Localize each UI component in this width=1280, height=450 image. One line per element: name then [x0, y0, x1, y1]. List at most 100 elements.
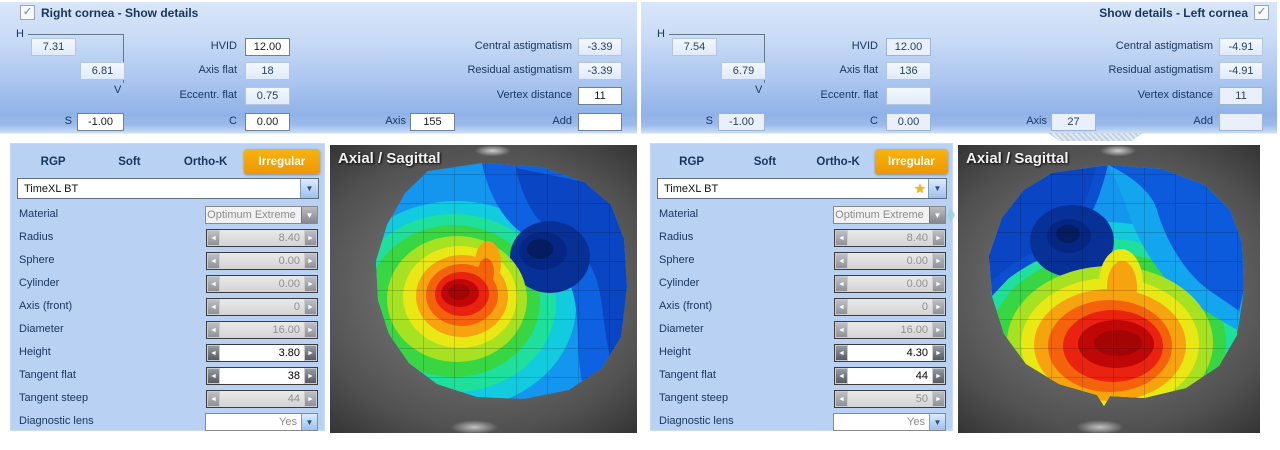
tab-irregular[interactable]: Irregular — [243, 149, 320, 174]
spin-left-icon: ◄ — [835, 253, 848, 269]
diagnostic-lens-dropdown[interactable]: Yes ▼ — [833, 413, 946, 431]
tangent-flat-stepper[interactable]: ◄ 38 ► — [206, 367, 318, 385]
vertex-distance-field[interactable]: 11 — [578, 87, 622, 105]
axis-label: Axis — [385, 115, 406, 127]
diagnostic-lens-label: Diagnostic lens — [659, 415, 734, 427]
spin-right-icon: ► — [304, 276, 317, 292]
eccentr-flat-label: Eccentr. flat — [820, 89, 878, 101]
spin-right-icon[interactable]: ► — [932, 345, 945, 361]
chevron-down-icon[interactable]: ▼ — [929, 414, 945, 430]
sphere-refraction-field[interactable]: -1.00 — [77, 113, 124, 131]
right-cornea-header-label: Right cornea - Show details — [41, 5, 199, 20]
check-icon: ✓ — [1256, 6, 1267, 18]
tab-irregular[interactable]: Irregular — [874, 149, 948, 174]
chevron-down-icon: ▼ — [301, 207, 317, 223]
add-field[interactable] — [578, 113, 622, 131]
show-details-checkbox[interactable]: ✓ — [1254, 5, 1269, 20]
spin-right-icon[interactable]: ► — [304, 368, 317, 384]
tab-rgp[interactable]: RGP — [40, 155, 66, 168]
diameter-stepper: ◄ 16.00 ► — [206, 321, 318, 339]
favorite-star-icon[interactable]: ★ — [914, 180, 926, 196]
height-stepper[interactable]: ◄ 4.30 ► — [834, 344, 946, 362]
cylinder-label: Cylinder — [19, 277, 60, 289]
lens-model-select[interactable]: TimeXL BT ★ ▼ — [657, 178, 947, 199]
s-label: S — [705, 115, 713, 127]
tab-soft[interactable]: Soft — [753, 155, 777, 168]
s-label: S — [64, 115, 72, 127]
eccentr-flat-field — [886, 87, 931, 105]
add-field[interactable] — [1219, 113, 1263, 131]
tangent-flat-stepper[interactable]: ◄ 44 ► — [834, 367, 946, 385]
material-value: Optimum Extreme — [834, 207, 929, 223]
axis-front-stepper: ◄ 0 ► — [834, 298, 946, 316]
v-label: V — [114, 84, 122, 96]
vertex-distance-field[interactable]: 11 — [1219, 87, 1263, 105]
hvid-label: HVID — [210, 40, 237, 52]
right-lens-panel: RGP Soft Ortho-K Irregular TimeXL BT ▼ M… — [10, 143, 325, 431]
spin-left-icon[interactable]: ◄ — [207, 345, 220, 361]
v-radius-field: 6.79 — [721, 62, 766, 80]
height-value[interactable]: 3.80 — [220, 345, 304, 361]
axis-refraction-field[interactable]: 155 — [410, 113, 455, 131]
left-eye-topography-map: Axial / Sagittal — [958, 145, 1260, 433]
hvid-field[interactable]: 12.00 — [245, 38, 290, 56]
sphere-refraction-field[interactable]: -1.00 — [718, 113, 765, 131]
diameter-value: 16.00 — [220, 322, 304, 338]
spin-left-icon: ◄ — [835, 276, 848, 292]
radius-value: 8.40 — [220, 230, 304, 246]
spin-right-icon: ► — [932, 253, 945, 269]
spin-right-icon[interactable]: ► — [304, 345, 317, 361]
check-icon: ✓ — [22, 6, 33, 18]
c-label: C — [870, 115, 878, 127]
add-label: Add — [1193, 115, 1213, 127]
tangent-flat-label: Tangent flat — [19, 369, 76, 381]
show-details-checkbox[interactable]: ✓ — [20, 5, 35, 20]
material-label: Material — [19, 208, 59, 220]
radius-stepper: ◄ 8.40 ► — [206, 229, 318, 247]
diagnostic-lens-dropdown[interactable]: Yes ▼ — [205, 413, 318, 431]
cylinder-refraction-field[interactable]: 0.00 — [245, 113, 290, 131]
axis-front-value: 0 — [848, 299, 932, 315]
radius-label: Radius — [659, 231, 694, 243]
axis-front-value: 0 — [220, 299, 304, 315]
axis-refraction-field[interactable]: 27 — [1051, 113, 1096, 131]
cylinder-value: 0.00 — [848, 276, 932, 292]
spin-left-icon: ◄ — [207, 253, 220, 269]
axis-front-label: Axis (front) — [19, 300, 73, 312]
splitter-grip-diamond[interactable] — [947, 208, 955, 222]
hvid-field[interactable]: 12.00 — [886, 38, 931, 56]
topography-heatmap — [989, 165, 1244, 406]
height-stepper[interactable]: ◄ 3.80 ► — [206, 344, 318, 362]
tab-soft[interactable]: Soft — [118, 155, 141, 168]
lens-model-select[interactable]: TimeXL BT ▼ — [17, 178, 319, 199]
spin-left-icon: ◄ — [207, 230, 220, 246]
tab-ortho-k[interactable]: Ortho-K — [183, 155, 228, 168]
chevron-down-icon[interactable]: ▼ — [928, 179, 946, 198]
spin-left-icon: ◄ — [207, 322, 220, 338]
v-label: V — [755, 84, 763, 96]
tangent-flat-value[interactable]: 38 — [220, 368, 304, 384]
spin-left-icon[interactable]: ◄ — [835, 345, 848, 361]
tab-rgp[interactable]: RGP — [679, 155, 705, 168]
chevron-down-icon[interactable]: ▼ — [300, 179, 318, 198]
hv-bracket-vline — [123, 34, 124, 83]
chevron-down-icon[interactable]: ▼ — [301, 414, 317, 430]
right-eye-topography-map: Axial / Sagittal — [330, 145, 637, 433]
tab-ortho-k[interactable]: Ortho-K — [816, 155, 860, 168]
tangent-flat-value[interactable]: 44 — [848, 368, 932, 384]
h-radius-field: 7.31 — [31, 38, 76, 56]
splitter-grip-horizontal[interactable] — [1048, 133, 1143, 141]
spin-left-icon[interactable]: ◄ — [207, 368, 220, 384]
spin-right-icon: ► — [932, 391, 945, 407]
height-value[interactable]: 4.30 — [848, 345, 932, 361]
h-label: H — [16, 28, 24, 40]
spin-left-icon[interactable]: ◄ — [835, 368, 848, 384]
central-astigmatism-field: -4.91 — [1219, 38, 1263, 56]
tangent-steep-stepper: ◄ 44 ► — [206, 390, 318, 408]
spin-right-icon[interactable]: ► — [932, 368, 945, 384]
diameter-label: Diameter — [19, 323, 64, 335]
left-cornea-header-label: Show details - Left cornea — [1099, 5, 1248, 20]
c-label: C — [229, 115, 237, 127]
sphere-value: 0.00 — [848, 253, 932, 269]
cylinder-refraction-field[interactable]: 0.00 — [886, 113, 931, 131]
